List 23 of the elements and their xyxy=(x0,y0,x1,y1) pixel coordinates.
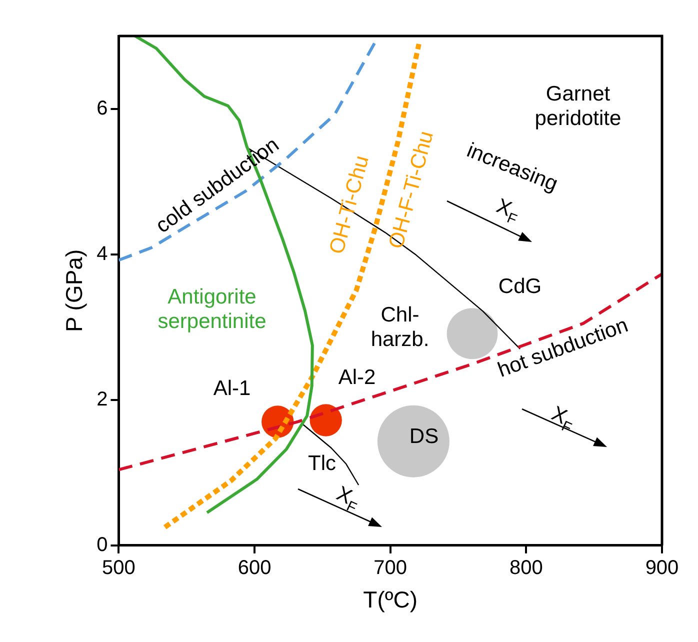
annotation: Tlc xyxy=(308,452,336,475)
annotation: XF xyxy=(493,194,519,229)
y-tick-label: 4 xyxy=(96,242,108,265)
y-tick-label: 0 xyxy=(96,534,108,556)
annotation: XF xyxy=(548,402,574,437)
line-series xyxy=(118,272,662,472)
y-tick-label: 2 xyxy=(96,388,108,410)
annotation: Al-1 xyxy=(213,376,251,400)
annotation: Chl- harzb. xyxy=(370,304,430,351)
annotation: Garnet peridotite xyxy=(534,82,622,130)
x-tick-label: 800 xyxy=(509,556,543,579)
x-axis-title: T(ºC) xyxy=(363,586,418,613)
x-tick-label: 900 xyxy=(645,556,679,579)
annotation: CdG xyxy=(498,274,542,298)
annotation: XF xyxy=(333,482,359,517)
annotation: DS xyxy=(409,424,439,448)
x-tick-label: 700 xyxy=(374,556,408,579)
y-tick-label: 6 xyxy=(96,97,108,120)
x-tick-label: 600 xyxy=(238,556,272,579)
annotation: Al-2 xyxy=(338,366,376,389)
annotation: Antigorite serpentinite xyxy=(158,286,266,333)
y-axis-title: P (GPa) xyxy=(61,249,88,332)
x-tick-label: 500 xyxy=(102,556,136,579)
